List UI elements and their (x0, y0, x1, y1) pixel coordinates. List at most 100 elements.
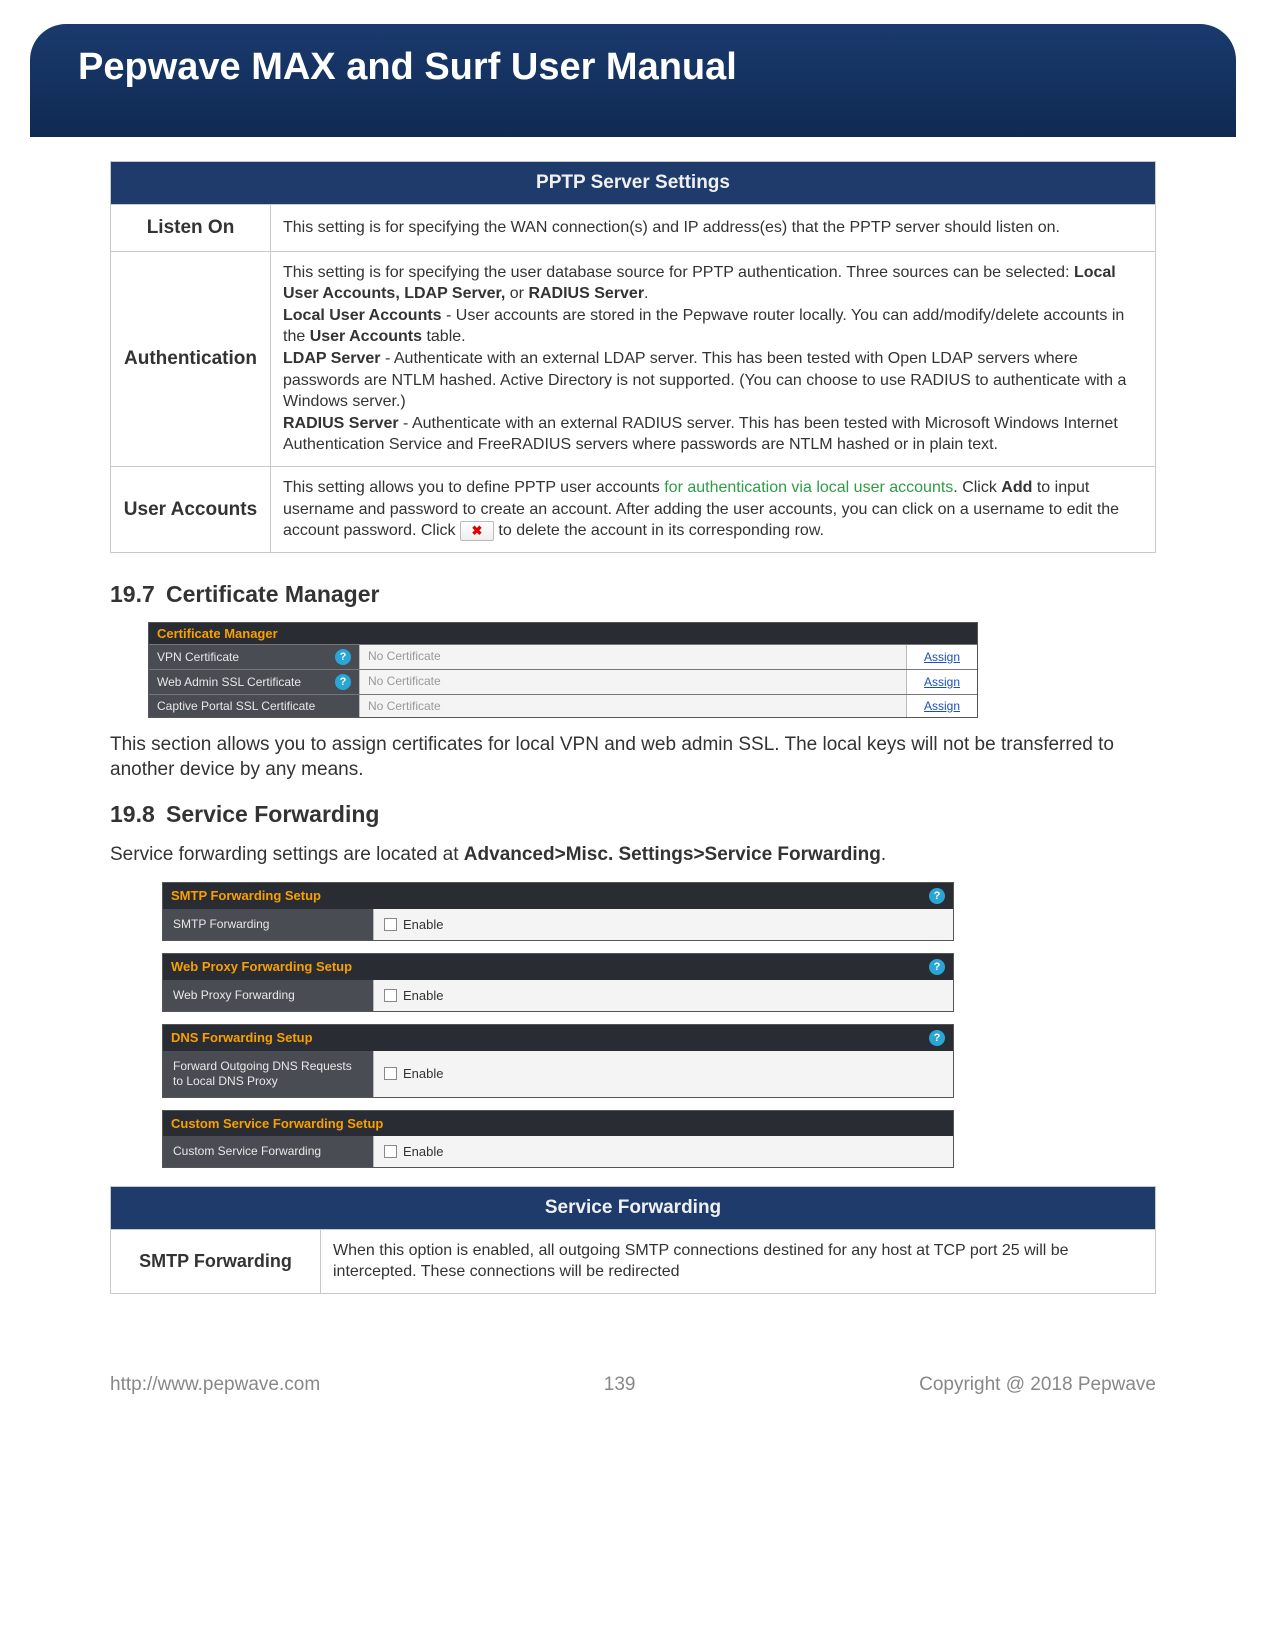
assign-link[interactable]: Assign (907, 670, 977, 694)
row-desc-listen-on: This setting is for specifying the WAN c… (271, 205, 1156, 252)
help-icon[interactable]: ? (929, 1030, 945, 1046)
text-fragment: table. (422, 328, 466, 345)
footer-page-number: 139 (320, 1374, 919, 1396)
fwd-panel-custom: Custom Service Forwarding Setup Custom S… (162, 1110, 954, 1168)
text-bold: Advanced>Misc. Settings>Service Forwardi… (464, 844, 881, 865)
help-icon[interactable]: ? (335, 674, 351, 690)
service-forwarding-table: Service Forwarding SMTP Forwarding When … (110, 1186, 1156, 1294)
assign-link[interactable]: Assign (907, 645, 977, 669)
pptp-table-title: PPTP Server Settings (111, 162, 1156, 205)
fwd-panel-dns: DNS Forwarding Setup ? Forward Outgoing … (162, 1024, 954, 1098)
cert-row: Web Admin SSL Certificate ? No Certifica… (149, 669, 977, 694)
row-desc-smtp-forwarding: When this option is enabled, all outgoin… (321, 1229, 1156, 1293)
enable-checkbox[interactable] (384, 918, 397, 931)
document-title: Pepwave MAX and Surf User Manual (78, 46, 1188, 89)
fwd-panel-header: SMTP Forwarding Setup ? (163, 883, 953, 909)
fwd-row-value: Enable (373, 1051, 953, 1097)
document-body: PPTP Server Settings Listen On This sett… (30, 137, 1236, 1294)
help-icon[interactable]: ? (929, 888, 945, 904)
text-fragment: - Authenticate with an external LDAP ser… (283, 350, 1126, 410)
cert-row-value: No Certificate (359, 645, 907, 669)
table-row: Authentication This setting is for speci… (111, 251, 1156, 466)
table-row: SMTP Forwarding When this option is enab… (111, 1229, 1156, 1293)
enable-checkbox[interactable] (384, 989, 397, 1002)
text-fragment: or (505, 285, 528, 302)
text-fragment: to delete the account in its correspondi… (494, 522, 824, 539)
text-fragment: Service forwarding settings are located … (110, 844, 464, 865)
section-number: 19.8 (110, 801, 166, 828)
cert-manager-screenshot: Certificate Manager VPN Certificate ? No… (148, 622, 978, 718)
fwd-panel-webproxy: Web Proxy Forwarding Setup ? Web Proxy F… (162, 953, 954, 1012)
fwd-panel-title: Web Proxy Forwarding Setup (171, 959, 352, 974)
pptp-settings-table: PPTP Server Settings Listen On This sett… (110, 161, 1156, 553)
enable-checkbox[interactable] (384, 1067, 397, 1080)
cert-row-label: Captive Portal SSL Certificate (149, 695, 359, 717)
fwd-row-value: Enable (373, 1136, 953, 1167)
table-row: User Accounts This setting allows you to… (111, 466, 1156, 552)
enable-label: Enable (403, 1144, 443, 1159)
fwd-panel-row: SMTP Forwarding Enable (163, 909, 953, 940)
fwd-panel-row: Forward Outgoing DNS Requests to Local D… (163, 1051, 953, 1097)
cert-mock-header: Certificate Manager (149, 623, 977, 644)
fwd-row-label: SMTP Forwarding (163, 909, 373, 940)
text-green: for authentication via local user accoun… (664, 479, 953, 496)
fwd-panel-row: Custom Service Forwarding Enable (163, 1136, 953, 1167)
row-label-listen-on: Listen On (111, 205, 271, 252)
fwd-panel-smtp: SMTP Forwarding Setup ? SMTP Forwarding … (162, 882, 954, 941)
text-fragment: . Click (953, 479, 1001, 496)
text-bold: Local User Accounts (283, 307, 442, 324)
text-fragment: This setting is for specifying the user … (283, 264, 1074, 281)
page: Pepwave MAX and Surf User Manual PPTP Se… (0, 0, 1266, 1446)
cert-label-text: VPN Certificate (157, 650, 239, 664)
enable-label: Enable (403, 988, 443, 1003)
cert-row-label: VPN Certificate ? (149, 645, 359, 669)
table-row: Listen On This setting is for specifying… (111, 205, 1156, 252)
cert-label-text: Web Admin SSL Certificate (157, 675, 301, 689)
fwd-row-label: Custom Service Forwarding (163, 1136, 373, 1167)
text-bold: Add (1001, 479, 1032, 496)
text-fragment: This setting allows you to define PPTP u… (283, 479, 664, 496)
service-forwarding-screenshot: SMTP Forwarding Setup ? SMTP Forwarding … (162, 882, 954, 1168)
enable-checkbox[interactable] (384, 1145, 397, 1158)
fwd-panel-title: DNS Forwarding Setup (171, 1030, 313, 1045)
document-footer: http://www.pepwave.com 139 Copyright @ 2… (30, 1374, 1236, 1416)
cert-label-text: Captive Portal SSL Certificate (157, 699, 315, 713)
enable-label: Enable (403, 1066, 443, 1081)
cert-row-label: Web Admin SSL Certificate ? (149, 670, 359, 694)
help-icon[interactable]: ? (929, 959, 945, 975)
enable-label: Enable (403, 917, 443, 932)
cert-row-value: No Certificate (359, 695, 907, 717)
assign-link[interactable]: Assign (907, 695, 977, 717)
row-desc-authentication: This setting is for specifying the user … (271, 251, 1156, 466)
cert-row: VPN Certificate ? No Certificate Assign (149, 644, 977, 669)
section-title: Service Forwarding (166, 801, 379, 827)
service-fwd-intro: Service forwarding settings are located … (110, 842, 1156, 868)
fwd-panel-header: Custom Service Forwarding Setup (163, 1111, 953, 1136)
row-label-user-accounts: User Accounts (111, 466, 271, 552)
text-bold: LDAP Server (283, 350, 381, 367)
fwd-row-label: Web Proxy Forwarding (163, 980, 373, 1011)
text-fragment: . (881, 844, 886, 865)
section-title: Certificate Manager (166, 581, 379, 607)
text-fragment: - Authenticate with an external RADIUS s… (283, 415, 1118, 454)
document-header: Pepwave MAX and Surf User Manual (30, 24, 1236, 137)
fwd-panel-row: Web Proxy Forwarding Enable (163, 980, 953, 1011)
row-label-smtp-forwarding: SMTP Forwarding (111, 1229, 321, 1293)
footer-url: http://www.pepwave.com (110, 1374, 320, 1396)
fwd-row-value: Enable (373, 909, 953, 940)
row-desc-user-accounts: This setting allows you to define PPTP u… (271, 466, 1156, 552)
fwd-row-value: Enable (373, 980, 953, 1011)
text-bold: User Accounts (310, 328, 422, 345)
fwd-panel-header: DNS Forwarding Setup ? (163, 1025, 953, 1051)
section-number: 19.7 (110, 581, 166, 608)
service-fwd-table-title: Service Forwarding (111, 1186, 1156, 1229)
fwd-row-label: Forward Outgoing DNS Requests to Local D… (163, 1051, 373, 1097)
footer-copyright: Copyright @ 2018 Pepwave (919, 1374, 1156, 1396)
cert-row-value: No Certificate (359, 670, 907, 694)
fwd-panel-header: Web Proxy Forwarding Setup ? (163, 954, 953, 980)
cert-section-note: This section allows you to assign certif… (110, 732, 1156, 783)
help-icon[interactable]: ? (335, 649, 351, 665)
fwd-panel-title: Custom Service Forwarding Setup (171, 1116, 383, 1131)
text-bold: RADIUS Server (283, 415, 399, 432)
delete-icon[interactable]: ✖ (460, 521, 494, 541)
